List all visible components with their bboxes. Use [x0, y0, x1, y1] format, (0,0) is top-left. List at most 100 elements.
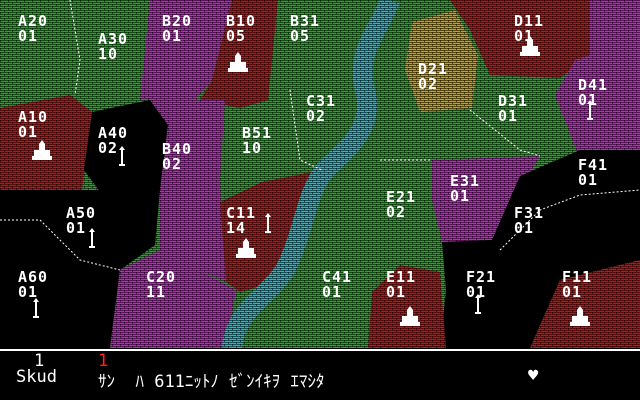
- region-units: 01: [162, 27, 183, 45]
- region-units: 14: [226, 219, 247, 237]
- region-label-B31[interactable]: B31 05: [290, 14, 320, 44]
- region-label-A60[interactable]: A60 01: [18, 270, 48, 300]
- region-id: B31: [290, 12, 321, 30]
- region-units: 01: [322, 283, 343, 301]
- region-id: E31: [450, 172, 481, 190]
- region-units: 02: [306, 107, 327, 125]
- region-label-F11[interactable]: F11 01: [562, 270, 592, 300]
- tower-icon: [475, 294, 481, 314]
- region-label-D31[interactable]: D31 01: [498, 94, 528, 124]
- region-id: C31: [306, 92, 337, 110]
- region-units: 02: [162, 155, 183, 173]
- region-id: A10: [18, 108, 49, 126]
- region-id: C11: [226, 204, 257, 222]
- region-id: B20: [162, 12, 193, 30]
- region-label-A40[interactable]: A40 02: [98, 126, 128, 156]
- region-units: 01: [578, 171, 599, 189]
- tower-icon: [119, 146, 125, 166]
- region-units: 11: [146, 283, 167, 301]
- region-id: C41: [322, 268, 353, 286]
- castle-icon: [520, 36, 540, 56]
- region-label-A50[interactable]: A50 01: [66, 206, 96, 236]
- region-units: 05: [226, 27, 247, 45]
- region-units: 05: [290, 27, 311, 45]
- region-id: A50: [66, 204, 97, 222]
- region-id: E21: [386, 188, 417, 206]
- region-units: 01: [562, 283, 583, 301]
- region-label-E11[interactable]: E11 01: [386, 270, 416, 300]
- region-id: F21: [466, 268, 497, 286]
- castle-icon: [570, 306, 590, 326]
- region-units: 02: [98, 139, 119, 157]
- region-units: 01: [66, 219, 87, 237]
- region-id: A40: [98, 124, 129, 142]
- castle-icon: [228, 52, 248, 72]
- region-label-F31[interactable]: F31 01: [514, 206, 544, 236]
- region-id: D41: [578, 76, 609, 94]
- region-id: A60: [18, 268, 49, 286]
- region-label-F41[interactable]: F41 01: [578, 158, 608, 188]
- region-id: B10: [226, 12, 257, 30]
- message-text: ｻﾝ ﾊ 611ﾆｯﾄﾉ ｾﾞﾝｲｷｦ ｴﾏｼﾀ: [98, 372, 325, 392]
- castle-icon: [32, 140, 52, 160]
- castle-icon: [236, 238, 256, 258]
- region-units: 02: [418, 75, 439, 93]
- region-units: 01: [18, 27, 39, 45]
- region-label-A10[interactable]: A10 01: [18, 110, 48, 140]
- texture-overlay: [0, 0, 640, 348]
- region-label-D41[interactable]: D41 01: [578, 78, 608, 108]
- territory-map[interactable]: [0, 0, 640, 348]
- region-label-F21[interactable]: F21 01: [466, 270, 496, 300]
- region-label-C11[interactable]: C11 14: [226, 206, 256, 236]
- region-id: A20: [18, 12, 49, 30]
- region-units: 01: [578, 91, 599, 109]
- region-label-B40[interactable]: B40 02: [162, 142, 192, 172]
- region-id: B51: [242, 124, 273, 142]
- heart-icon: ♥: [528, 366, 539, 386]
- region-units: 01: [514, 27, 535, 45]
- turn-counter: 1: [98, 351, 109, 371]
- region-label-C31[interactable]: C31 02: [306, 94, 336, 124]
- region-id: C20: [146, 268, 177, 286]
- tower-icon: [33, 298, 39, 318]
- region-units: 01: [18, 283, 39, 301]
- region-label-B51[interactable]: B51 10: [242, 126, 272, 156]
- region-label-A20[interactable]: A20 01: [18, 14, 48, 44]
- region-label-D11[interactable]: D11 01: [514, 14, 544, 44]
- region-label-A30[interactable]: A30 10: [98, 32, 128, 62]
- message-player: Skud: [16, 367, 57, 387]
- region-label-E31[interactable]: E31 01: [450, 174, 480, 204]
- region-id: D11: [514, 12, 545, 30]
- region-units: 10: [98, 45, 119, 63]
- region-label-C20[interactable]: C20 11: [146, 270, 176, 300]
- region-units: 02: [386, 203, 407, 221]
- region-id: F41: [578, 156, 609, 174]
- region-units: 01: [18, 123, 39, 141]
- region-label-B20[interactable]: B20 01: [162, 14, 192, 44]
- region-id: E11: [386, 268, 417, 286]
- region-label-B10[interactable]: B10 05: [226, 14, 256, 44]
- tower-icon: [89, 228, 95, 248]
- region-id: D31: [498, 92, 529, 110]
- status-divider: [0, 349, 640, 351]
- castle-icons: [32, 36, 593, 326]
- region-units: 01: [498, 107, 519, 125]
- border-lines: [0, 0, 640, 271]
- region-id: A30: [98, 30, 129, 48]
- region-label-E21[interactable]: E21 02: [386, 190, 416, 220]
- region-label-C41[interactable]: C41 01: [322, 270, 352, 300]
- region-label-D21[interactable]: D21 02: [418, 62, 448, 92]
- region-id: B40: [162, 140, 193, 158]
- castle-icon: [400, 306, 420, 326]
- region-units: 01: [466, 283, 487, 301]
- region-units: 10: [242, 139, 263, 157]
- region-units: 01: [514, 219, 535, 237]
- region-id: F31: [514, 204, 545, 222]
- region-id: D21: [418, 60, 449, 78]
- player-counter: 1: [34, 351, 45, 371]
- tower-icon: [587, 100, 593, 120]
- region-units: 01: [450, 187, 471, 205]
- region-units: 01: [386, 283, 407, 301]
- status-bar: 1 1 Skud ｻﾝ ﾊ 611ﾆｯﾄﾉ ｾﾞﾝｲｷｦ ｴﾏｼﾀ ♥: [0, 351, 640, 400]
